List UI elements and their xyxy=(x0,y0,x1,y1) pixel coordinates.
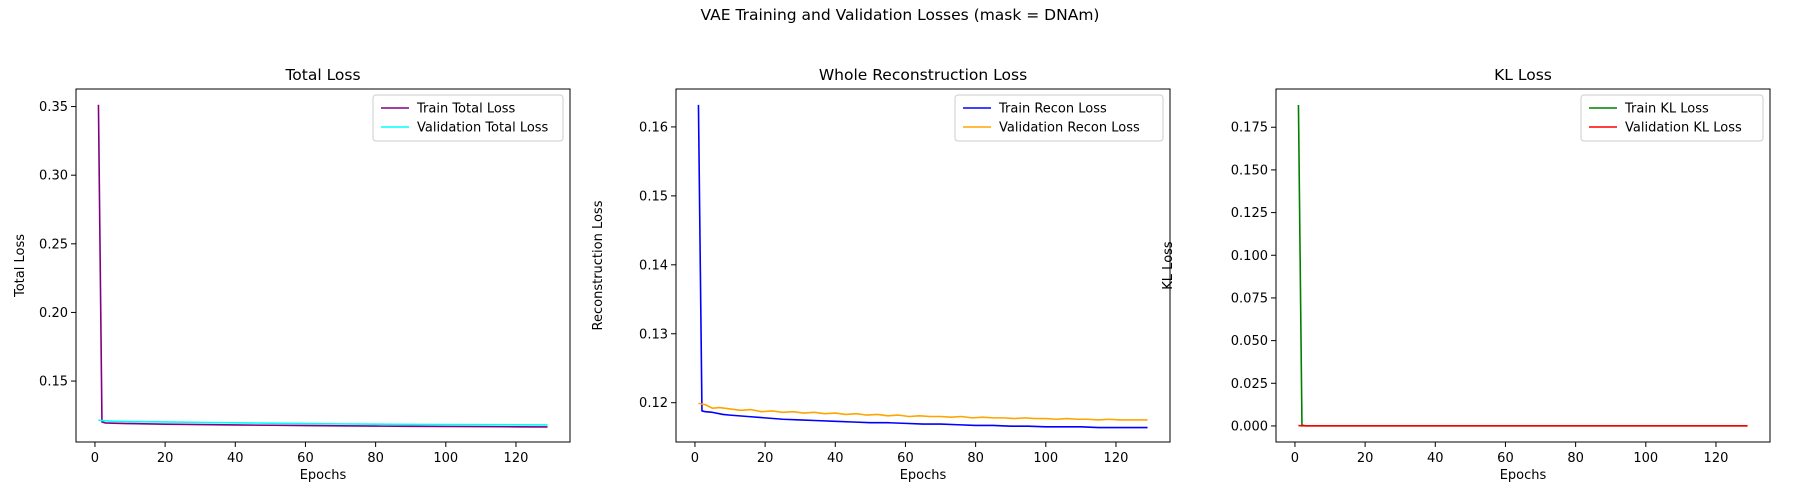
y-tick-label: 0.025 xyxy=(1231,377,1268,392)
y-axis-label: Reconstruction Loss xyxy=(591,200,606,330)
y-axis-label: KL Loss xyxy=(1161,241,1176,290)
legend-label: Train Total Loss xyxy=(416,102,516,117)
x-tick-label: 40 xyxy=(227,451,244,466)
x-tick-label: 60 xyxy=(297,451,314,466)
y-tick-label: 0.35 xyxy=(39,100,68,115)
y-tick-label: 0.075 xyxy=(1231,291,1268,306)
x-tick-label: 40 xyxy=(827,451,844,466)
figure-suptitle: VAE Training and Validation Losses (mask… xyxy=(700,6,1100,24)
chart-panel-1: Total Loss 0 20 40 60 80 100 120 0.15 0.20 0.25 0.3… xyxy=(13,66,571,483)
y-tick-label: 0.16 xyxy=(639,120,668,135)
x-tick-label: 0 xyxy=(1291,451,1299,466)
y-tick-label: 0.20 xyxy=(39,306,68,321)
y-tick-label: 0.100 xyxy=(1231,249,1268,264)
x-tick-label: 20 xyxy=(1357,451,1374,466)
legend-box xyxy=(372,94,564,142)
plot-frame xyxy=(675,88,1171,443)
x-tick-label: 20 xyxy=(157,451,174,466)
x-tick-label: 60 xyxy=(897,451,914,466)
legend-label: Train Recon Loss xyxy=(998,102,1107,117)
y-tick-label: 0.175 xyxy=(1231,121,1268,136)
chart-panel-3: KL Loss 0 20 40 60 80 100 120 0.000 0.025 0.050 0.0… xyxy=(1161,66,1771,483)
x-tick-label: 100 xyxy=(1633,451,1658,466)
panel-title: Whole Reconstruction Loss xyxy=(819,66,1027,84)
panel-title: Total Loss xyxy=(284,66,360,84)
series-line-2 xyxy=(98,419,548,426)
y-tick-label: 0.050 xyxy=(1231,334,1268,349)
x-axis-label: Epochs xyxy=(300,468,347,483)
y-tick-label: 0.000 xyxy=(1231,419,1268,434)
series-line-1 xyxy=(697,104,1148,429)
legend: Train Recon Loss Validation Recon Loss xyxy=(954,94,1164,142)
legend-box xyxy=(1580,94,1764,142)
series-line-1 xyxy=(1297,105,1748,427)
plot-frame xyxy=(75,88,571,443)
y-tick-label: 0.15 xyxy=(39,375,68,390)
x-tick-label: 20 xyxy=(757,451,774,466)
x-axis-label: Epochs xyxy=(1500,468,1547,483)
y-tick-label: 0.150 xyxy=(1231,163,1268,178)
x-tick-label: 100 xyxy=(433,451,458,466)
x-tick-label: 80 xyxy=(367,451,384,466)
legend-label: Validation Recon Loss xyxy=(999,121,1140,136)
y-tick-label: 0.14 xyxy=(639,258,668,273)
legend: Train Total Loss Validation Total Loss xyxy=(372,94,564,142)
y-tick-label: 0.15 xyxy=(639,189,668,204)
y-tick-label: 0.12 xyxy=(639,396,668,411)
legend-label: Validation KL Loss xyxy=(1625,121,1742,136)
y-tick-label: 0.13 xyxy=(639,327,668,342)
y-tick-label: 0.125 xyxy=(1231,206,1268,221)
x-tick-label: 40 xyxy=(1427,451,1444,466)
x-tick-label: 120 xyxy=(504,451,529,466)
x-tick-label: 80 xyxy=(967,451,984,466)
legend-label: Train KL Loss xyxy=(1624,102,1709,117)
y-tick-label: 0.25 xyxy=(39,237,68,252)
series-line-2 xyxy=(698,402,1148,421)
y-axis-label: Total Loss xyxy=(13,234,28,298)
x-tick-label: 80 xyxy=(1567,451,1584,466)
panel-title: KL Loss xyxy=(1494,66,1552,84)
x-axis-label: Epochs xyxy=(900,468,947,483)
plot-frame xyxy=(1275,88,1771,443)
legend-label: Validation Total Loss xyxy=(417,121,549,136)
x-tick-label: 120 xyxy=(1104,451,1129,466)
x-tick-label: 100 xyxy=(1033,451,1058,466)
chart-panel-2: Whole Reconstruction Loss 0 20 40 60 80 100 120… xyxy=(591,66,1171,483)
x-tick-label: 0 xyxy=(691,451,699,466)
x-tick-label: 120 xyxy=(1704,451,1729,466)
x-tick-label: 0 xyxy=(91,451,99,466)
legend-box xyxy=(954,94,1164,142)
series-line-1 xyxy=(97,104,548,428)
y-tick-label: 0.30 xyxy=(39,169,68,184)
legend: Train KL Loss Validation KL Loss xyxy=(1580,94,1764,142)
x-tick-label: 60 xyxy=(1497,451,1514,466)
